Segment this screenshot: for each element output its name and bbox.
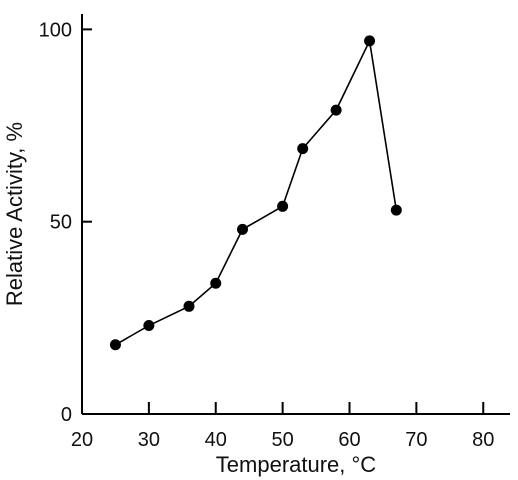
x-tick-label: 40 (205, 429, 227, 451)
y-tick-label: 0 (61, 404, 72, 426)
x-tick-label: 30 (138, 429, 160, 451)
data-point (364, 35, 376, 47)
data-point (237, 223, 248, 235)
y-tick-label: 50 (50, 212, 72, 234)
y-axis-title: Relative Activity, % (2, 122, 27, 306)
data-point (330, 104, 342, 116)
y-ticks: 0 50 100 (39, 19, 92, 426)
x-tick-label: 60 (338, 429, 360, 451)
x-tick-label: 70 (405, 429, 427, 451)
data-point (183, 300, 195, 312)
x-tick-label: 80 (472, 429, 494, 451)
data-point (109, 339, 121, 351)
x-ticks: 20 30 40 50 60 70 80 (71, 402, 494, 451)
x-tick-label: 50 (272, 429, 294, 451)
x-axis-title: Temperature, °C (216, 452, 377, 477)
data-point (297, 143, 309, 155)
x-tick-label: 20 (71, 429, 93, 451)
axes (81, 14, 510, 415)
y-tick-label: 100 (39, 19, 72, 41)
data-point (277, 200, 289, 212)
data-point (210, 277, 222, 289)
data-point (143, 320, 155, 332)
series-group (109, 35, 402, 351)
series-line (115, 38, 398, 346)
data-point (390, 204, 402, 216)
